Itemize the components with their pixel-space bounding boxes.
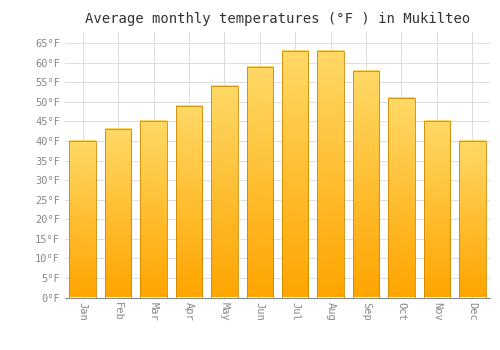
Bar [353,71,380,297]
Bar [70,141,96,298]
Title: Average monthly temperatures (°F ) in Mukilteo: Average monthly temperatures (°F ) in Mu… [85,12,470,26]
Bar [459,141,485,298]
Bar [211,86,238,298]
Bar [105,129,132,298]
Bar [388,98,414,298]
Bar [140,121,167,298]
Bar [424,121,450,298]
Bar [176,106,202,298]
Bar [318,51,344,298]
Bar [282,51,308,298]
Bar [246,67,273,298]
